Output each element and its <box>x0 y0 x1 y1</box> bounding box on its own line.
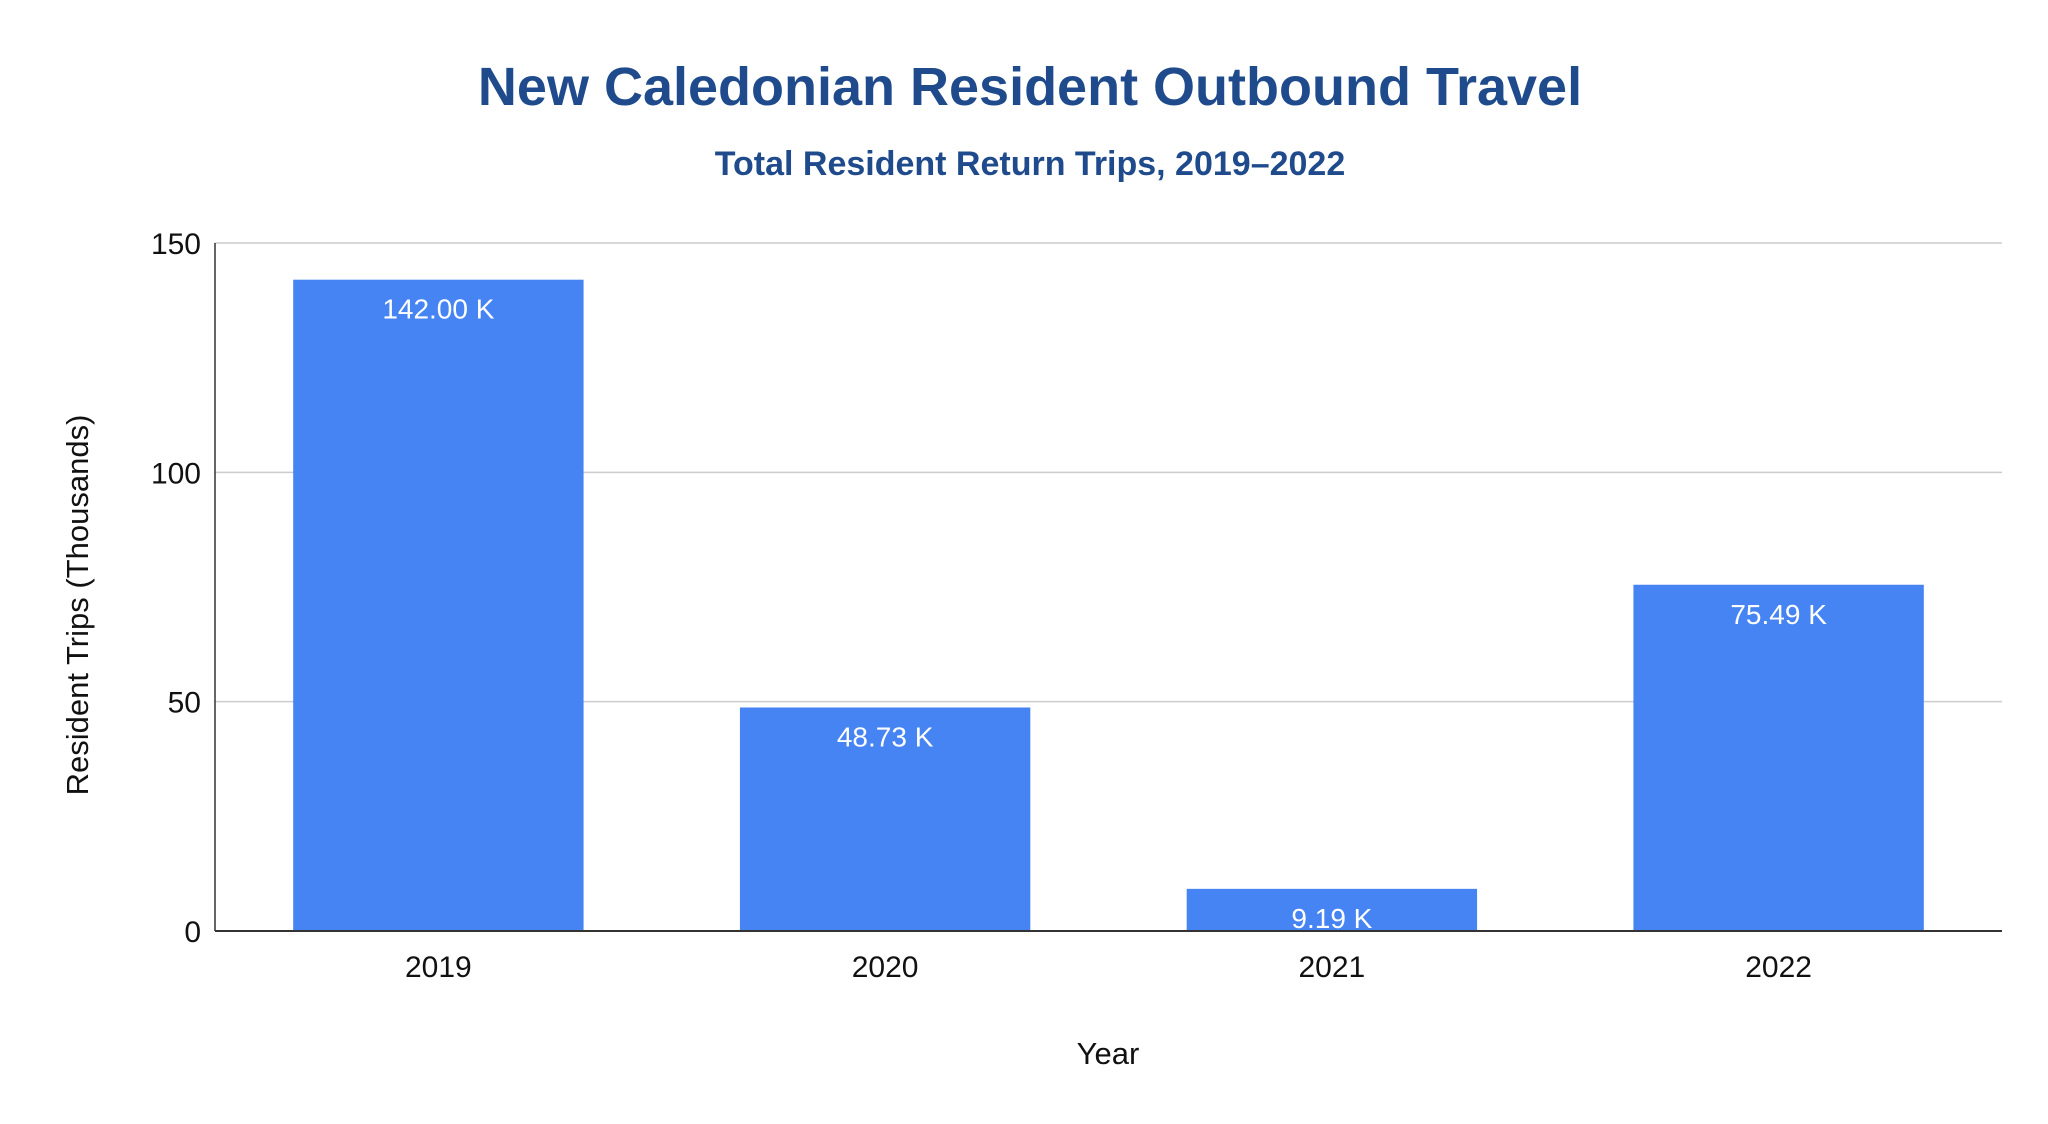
y-tick-label: 0 <box>184 916 201 949</box>
bar-2021 <box>1186 888 1478 931</box>
x-tick-label: 2021 <box>1299 951 1366 984</box>
bar-data-label: 9.19 K <box>1291 903 1372 934</box>
bar-data-label: 142.00 K <box>382 294 494 325</box>
x-tick-label: 2019 <box>405 951 472 984</box>
x-axis-title: Year <box>1077 1036 1140 1071</box>
chart-title: New Caledonian Resident Outbound Travel <box>478 57 1582 117</box>
bar-data-label: 75.49 K <box>1730 599 1827 630</box>
axes: 0 50 100 150 2019 2020 2021 2022 <box>151 228 2002 984</box>
bar-data-label: 48.73 K <box>837 721 934 752</box>
y-axis-title: Resident Trips (Thousands) <box>60 415 95 796</box>
x-tick-label: 2022 <box>1745 951 1812 984</box>
y-tick-label: 50 <box>168 687 201 720</box>
y-tick-label: 100 <box>151 457 201 490</box>
bar-2020 <box>739 707 1031 931</box>
bar-2019 <box>293 279 584 931</box>
y-tick-label: 150 <box>151 228 201 261</box>
chart-subtitle: Total Resident Return Trips, 2019–2022 <box>715 145 1346 183</box>
bars: 142.00 K 48.73 K 9.19 K 75.49 K <box>293 279 1924 934</box>
x-tick-label: 2020 <box>852 951 919 984</box>
bar-2022 <box>1633 584 1924 931</box>
